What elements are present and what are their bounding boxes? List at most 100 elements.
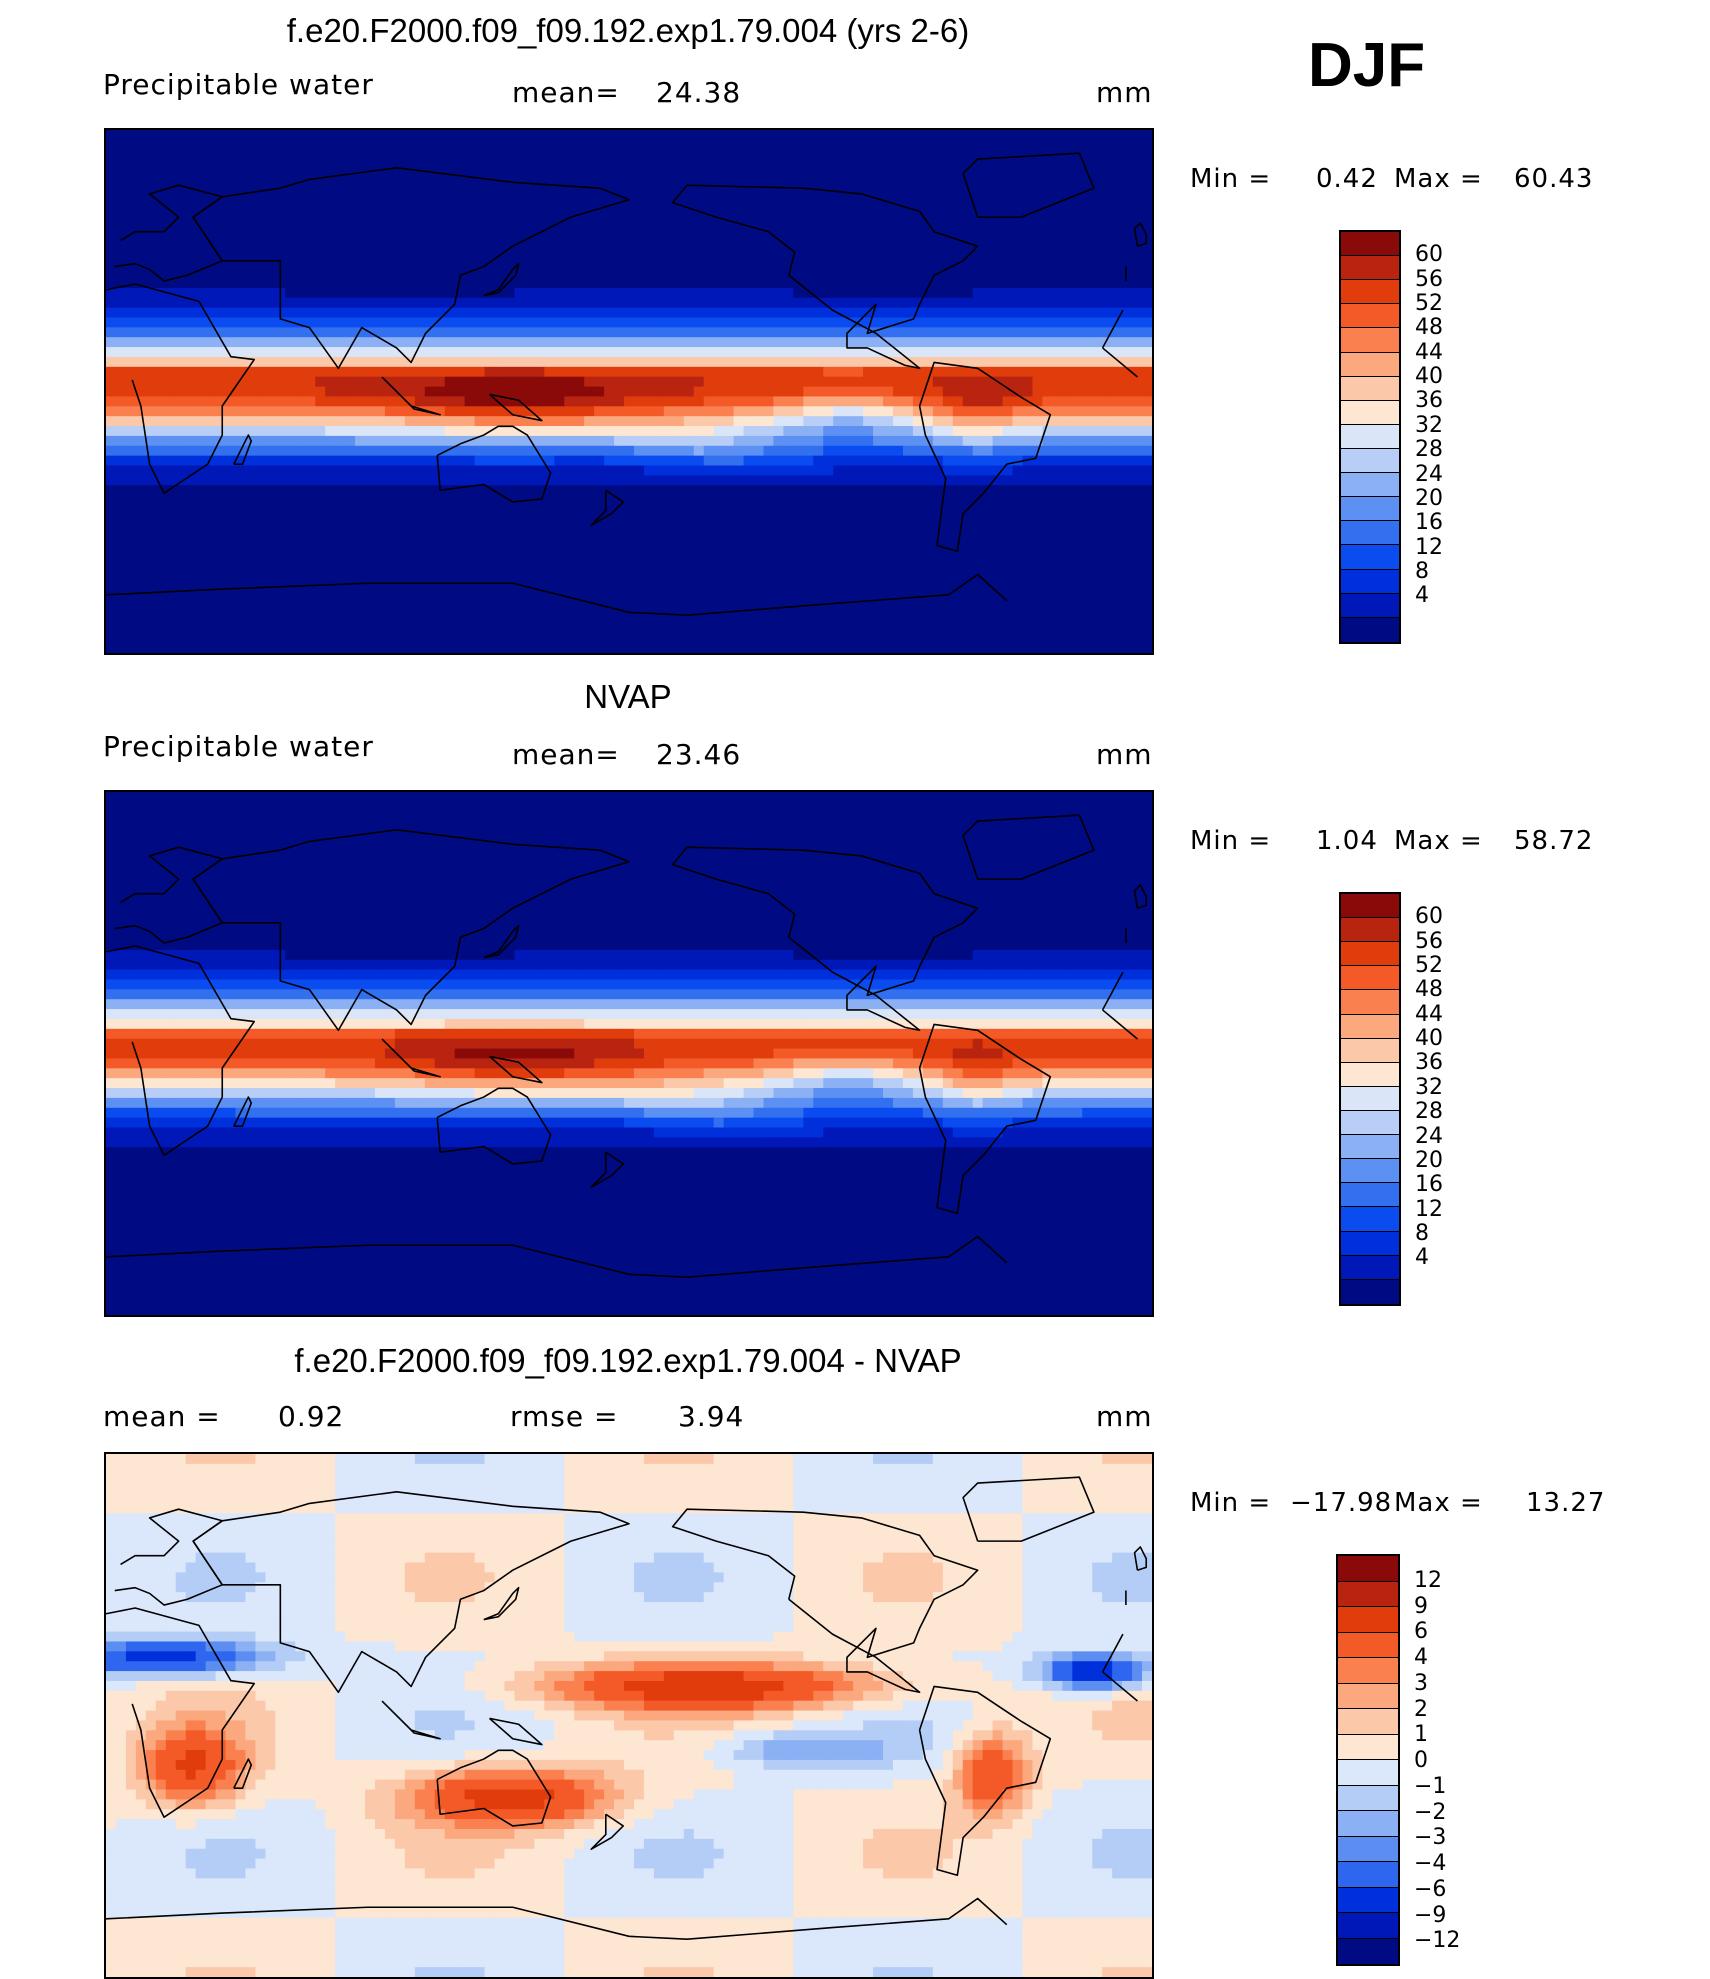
map-cell	[773, 455, 785, 467]
map-cell	[125, 278, 137, 289]
map-cell	[1002, 179, 1014, 190]
map-cell	[325, 554, 336, 565]
map-cell	[434, 179, 446, 190]
map-cell	[1142, 406, 1152, 417]
map-cell	[414, 554, 426, 565]
map-cell	[833, 238, 844, 250]
map-cell	[813, 386, 824, 398]
map-cell	[135, 356, 147, 368]
map-cell	[275, 317, 286, 328]
map-cell	[225, 485, 237, 496]
map-cell	[604, 416, 615, 427]
map-cell	[673, 583, 685, 595]
map-cell	[584, 504, 595, 516]
map-cell	[235, 495, 247, 506]
map-cell	[434, 218, 446, 230]
map-cell	[753, 317, 765, 328]
map-cell	[1082, 356, 1093, 368]
map-cell	[614, 583, 625, 595]
map-cell	[633, 416, 645, 427]
map-cell	[982, 337, 994, 348]
map-cell	[693, 485, 705, 496]
map-cell	[594, 504, 605, 516]
map-cell	[1082, 199, 1093, 210]
map-cell	[494, 514, 506, 526]
map-cell	[643, 169, 655, 180]
map-cell	[1032, 396, 1044, 407]
map-cell	[444, 544, 456, 555]
map-cell	[932, 524, 944, 536]
map-cell	[185, 228, 197, 240]
map-cell	[1062, 238, 1073, 250]
map-cell	[365, 514, 376, 526]
map-cell	[165, 366, 177, 378]
map-cell	[494, 455, 506, 467]
map-cell	[763, 386, 775, 398]
map-cell	[1102, 366, 1113, 378]
map-cell	[952, 485, 964, 496]
map-cell	[663, 376, 675, 388]
map-cell	[355, 159, 366, 171]
map-cell	[763, 268, 775, 279]
map-cell	[504, 169, 516, 180]
map-cell	[454, 356, 466, 368]
map-cell	[753, 228, 765, 240]
map-cell	[315, 179, 326, 190]
map-cell	[155, 406, 167, 417]
map-cell	[384, 495, 396, 506]
map-cell	[763, 228, 775, 240]
map-cell	[384, 583, 396, 595]
map-cell	[335, 317, 346, 328]
map-cell	[175, 238, 187, 250]
map-cell	[384, 396, 396, 407]
map-cell	[225, 564, 237, 575]
map-cell	[753, 139, 765, 151]
map-cell	[614, 139, 625, 151]
map-cell	[723, 426, 735, 437]
map-cell	[1112, 376, 1123, 388]
map-cell	[454, 228, 466, 240]
map-cell	[922, 248, 934, 259]
map-cell	[1112, 179, 1123, 190]
map-cell	[434, 593, 446, 605]
map-cell	[633, 149, 645, 161]
map-cell	[424, 435, 436, 447]
map-cell	[783, 376, 794, 388]
map-cell	[235, 583, 247, 595]
map-cell	[255, 169, 266, 180]
map-cell	[305, 376, 316, 388]
map-cell	[135, 416, 147, 427]
map-cell	[534, 356, 545, 368]
map-cell	[783, 337, 794, 348]
map-cell	[713, 287, 725, 299]
map-cell	[504, 564, 516, 575]
map-cell	[992, 179, 1004, 190]
map-cell	[604, 169, 615, 180]
map-cell	[185, 149, 197, 161]
map-cell	[464, 130, 476, 141]
map-cell	[484, 248, 496, 259]
map-cell	[285, 307, 296, 319]
map-cell	[614, 593, 625, 605]
map-cell	[1082, 475, 1093, 486]
map-cell	[275, 179, 286, 190]
map-cell	[643, 139, 655, 151]
map-cell	[962, 396, 974, 407]
map-cell	[673, 435, 685, 447]
map-cell	[414, 475, 426, 486]
map-cell	[863, 347, 874, 358]
map-cell	[633, 583, 645, 595]
map-cell	[265, 208, 276, 220]
map-cell	[335, 278, 346, 289]
map-cell	[1022, 574, 1034, 585]
map-cell	[653, 554, 665, 565]
map-cell	[265, 524, 276, 536]
map-cell	[265, 199, 276, 210]
map-cell	[135, 317, 147, 328]
map-cell	[1112, 199, 1123, 210]
map-cell	[215, 228, 227, 240]
map-cell	[743, 248, 755, 259]
map-cell	[683, 248, 695, 259]
map-cell	[853, 347, 864, 358]
map-cell	[1132, 435, 1143, 447]
